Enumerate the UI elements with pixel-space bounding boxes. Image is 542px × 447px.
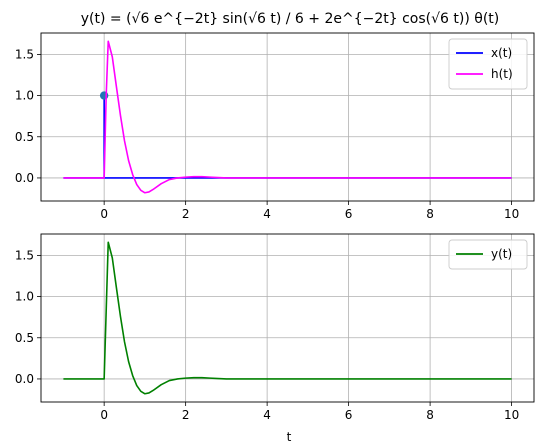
y-tick-label: 0.5 — [15, 331, 34, 345]
bottom-panel: 0 2 4 6 8 10 0.0 0.5 1.0 1.5 y(t) — [15, 233, 535, 422]
x-tick-label: 2 — [182, 207, 190, 221]
series-line-yt — [63, 241, 512, 395]
legend-box — [448, 239, 528, 270]
series-line-ht — [63, 40, 512, 194]
x-tick-label: 10 — [504, 408, 519, 422]
y-tick-label: 1.0 — [15, 89, 34, 103]
legend-label: x(t) — [491, 46, 512, 60]
x-tick-label: 2 — [182, 408, 190, 422]
top-panel: 0 2 4 6 8 10 0.0 0.5 1.0 1.5 x(t) h(t) — [15, 32, 535, 221]
y-tick-label: 1.5 — [15, 248, 34, 262]
y-tick-label: 1.0 — [15, 290, 34, 304]
y-tick-label: 0.0 — [15, 171, 34, 185]
legend-label: y(t) — [491, 247, 512, 261]
x-tick-label: 6 — [345, 207, 353, 221]
legend-box — [448, 38, 528, 90]
axes-frame — [40, 32, 535, 202]
x-tick-label: 0 — [100, 408, 108, 422]
x-tick-label: 4 — [263, 207, 271, 221]
y-tick-label: 0.5 — [15, 130, 34, 144]
x-tick-label: 10 — [504, 207, 519, 221]
x-tick-label: 6 — [345, 408, 353, 422]
chart-title: y(t) = (√6 e^{−2t} sin(√6 t) / 6 + 2e^{−… — [81, 11, 500, 27]
y-tick-label: 1.5 — [15, 47, 34, 61]
x-tick-label: 4 — [263, 408, 271, 422]
legend-label: h(t) — [491, 67, 513, 81]
axes-frame — [40, 233, 535, 403]
x-tick-label: 8 — [426, 408, 434, 422]
x-tick-label: 0 — [100, 207, 108, 221]
x-tick-label: 8 — [426, 207, 434, 221]
y-tick-label: 0.0 — [15, 372, 34, 386]
x-axis-label: t — [287, 430, 292, 444]
